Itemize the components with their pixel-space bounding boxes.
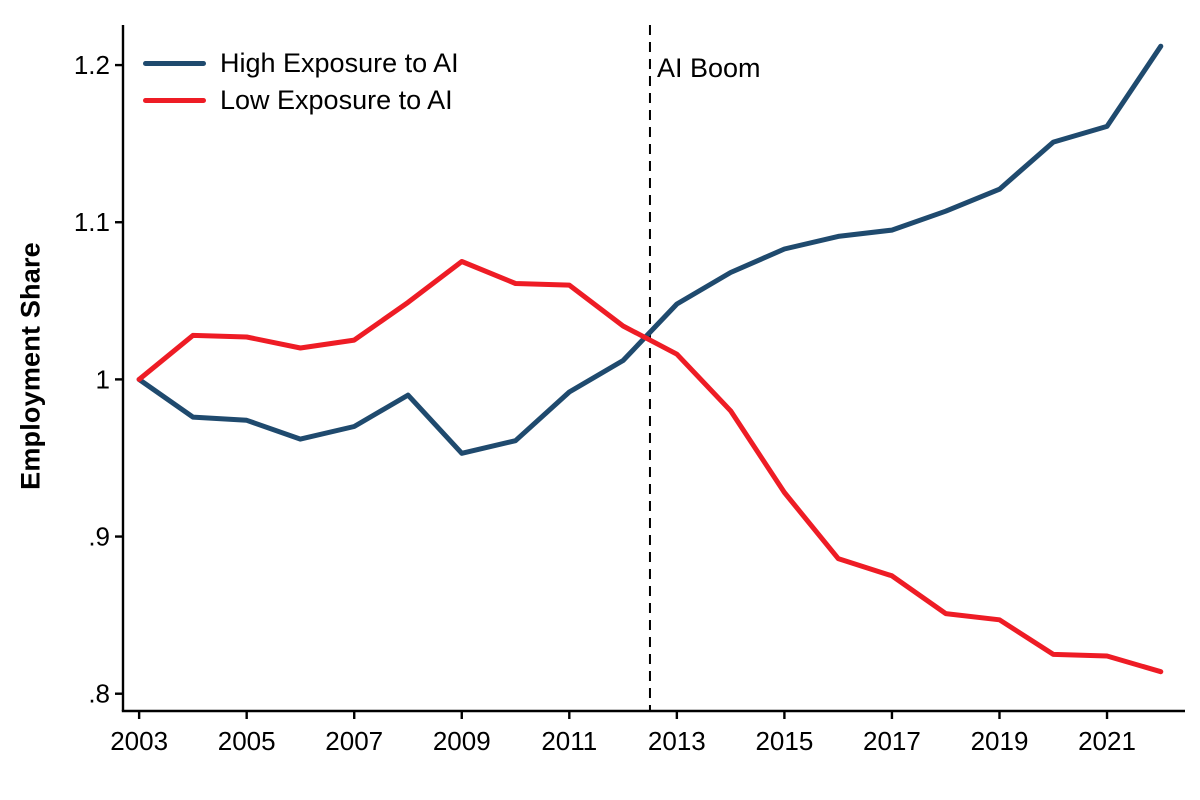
legend-label-low-exposure: Low Exposure to AI	[220, 85, 453, 115]
x-tick-label: 2015	[755, 726, 813, 756]
y-axis-title: Employment Share	[15, 242, 46, 490]
x-tick-label: 2003	[110, 726, 168, 756]
legend-label-high-exposure: High Exposure to AI	[220, 48, 459, 78]
legend-item-high-exposure: High Exposure to AI	[143, 45, 459, 82]
legend-swatch-low-exposure	[143, 98, 206, 103]
y-tick-label: .9	[88, 522, 110, 552]
x-tick-label: 2005	[218, 726, 276, 756]
y-tick-label: 1.2	[74, 50, 110, 80]
legend-item-low-exposure: Low Exposure to AI	[143, 82, 459, 119]
x-tick-label: 2007	[325, 726, 383, 756]
x-tick-label: 2021	[1078, 726, 1136, 756]
legend: High Exposure to AI Low Exposure to AI	[143, 45, 459, 119]
y-tick-label: 1.1	[74, 207, 110, 237]
x-tick-label: 2019	[971, 726, 1029, 756]
series-line-low-exposure-to-ai	[136, 259, 1164, 675]
y-tick-label: 1	[96, 364, 110, 394]
x-tick-label: 2011	[541, 726, 597, 756]
x-tick-label: 2013	[648, 726, 706, 756]
legend-swatch-high-exposure	[143, 61, 206, 66]
x-tick-label: 2009	[433, 726, 491, 756]
y-tick-label: .8	[88, 679, 110, 709]
series-line-high-exposure-to-ai	[136, 43, 1164, 456]
x-tick-label: 2017	[863, 726, 921, 756]
ai-boom-label: AI Boom	[657, 53, 761, 83]
